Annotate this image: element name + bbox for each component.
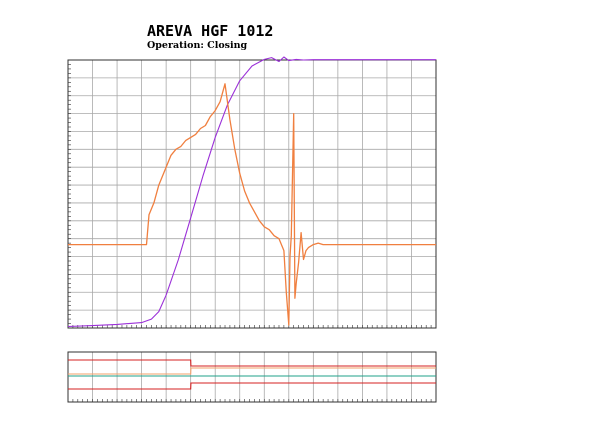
main-plot-frame <box>67 59 437 329</box>
travel-curve <box>67 56 436 328</box>
timing-channel-trace <box>68 359 436 367</box>
chart-subtitle: Operation: Closing <box>147 40 248 51</box>
chart-title: AREVA HGF 1012 <box>147 22 274 40</box>
main-plot-panel <box>67 56 437 329</box>
timing-plot-frame <box>67 351 437 403</box>
timing-plot-panel <box>67 351 437 403</box>
coil-current-curve <box>68 83 436 326</box>
timing-channel-trace <box>68 367 436 375</box>
timing-channel-trace <box>68 382 436 390</box>
